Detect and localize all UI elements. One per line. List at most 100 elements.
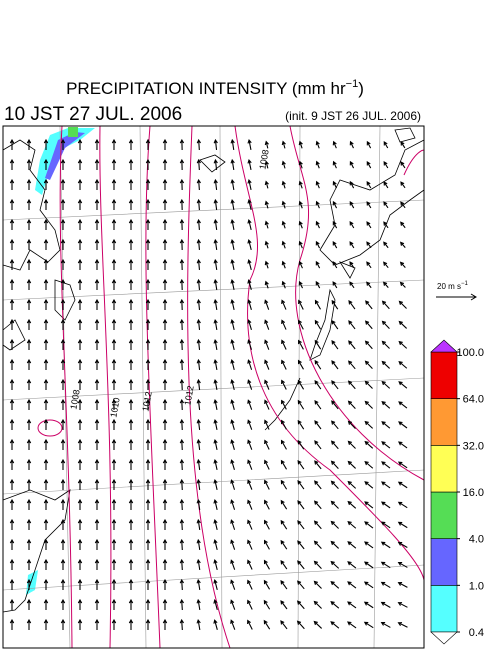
wind-arrow bbox=[364, 541, 374, 549]
wind-arrow bbox=[397, 561, 408, 568]
wind-arrow bbox=[145, 558, 151, 570]
wind-arrow bbox=[111, 258, 117, 270]
wind-arrow bbox=[247, 439, 253, 450]
wind-arrow bbox=[94, 278, 100, 290]
wind-arrow bbox=[77, 598, 83, 610]
wind-arrow bbox=[349, 140, 354, 149]
wind-arrow bbox=[145, 478, 151, 490]
wind-arrow bbox=[60, 498, 66, 510]
wind-arrow bbox=[313, 580, 322, 589]
wind-arrow bbox=[111, 398, 117, 410]
wind-arrow bbox=[230, 499, 236, 510]
wind-arrow bbox=[128, 298, 134, 310]
wind-arrow bbox=[280, 439, 287, 450]
wind-arrow bbox=[330, 500, 339, 509]
wind-arrow bbox=[26, 178, 32, 190]
wind-arrow bbox=[331, 380, 339, 390]
wind-arrow bbox=[264, 220, 269, 229]
wind-arrow bbox=[264, 280, 269, 289]
wind-arrow bbox=[43, 458, 49, 470]
wind-arrow bbox=[60, 158, 66, 170]
wind-arrow bbox=[247, 499, 253, 510]
wind-arrow bbox=[213, 278, 218, 291]
wind-arrow bbox=[382, 281, 389, 289]
wind-arrow bbox=[162, 478, 168, 490]
wind-arrow bbox=[364, 380, 373, 389]
wind-vectors bbox=[9, 138, 408, 631]
wind-arrow bbox=[313, 520, 322, 530]
wind-arrow bbox=[314, 359, 322, 370]
wind-arrow bbox=[196, 278, 201, 291]
wind-arrow bbox=[364, 481, 374, 489]
wind-arrow bbox=[162, 238, 168, 250]
wind-arrow bbox=[315, 200, 320, 209]
wind-arrow bbox=[196, 318, 201, 331]
colorbar-over bbox=[430, 339, 458, 353]
wind-arrow bbox=[94, 338, 100, 350]
wind-arrow bbox=[264, 339, 270, 350]
wind-arrow bbox=[145, 578, 151, 590]
wind-arrow bbox=[281, 299, 287, 310]
latitude-line bbox=[2, 279, 425, 495]
wind-arrow bbox=[162, 278, 168, 290]
wind-arrow bbox=[77, 558, 83, 570]
wind-arrow bbox=[43, 218, 49, 230]
wind-arrow bbox=[145, 498, 151, 510]
wind-arrow bbox=[213, 158, 218, 171]
wind-arrow bbox=[196, 378, 201, 391]
isobar-label: 1012 bbox=[182, 385, 195, 406]
wind-arrow bbox=[331, 420, 339, 430]
wind-arrow bbox=[43, 298, 49, 310]
wind-arrow bbox=[196, 578, 201, 591]
wind-arrow bbox=[128, 218, 134, 230]
wind-arrow bbox=[128, 378, 134, 390]
colorbar-under bbox=[430, 631, 458, 645]
wind-arrow bbox=[297, 399, 305, 410]
precip-area bbox=[35, 128, 95, 195]
wind-arrow bbox=[264, 499, 270, 510]
wind-arrow bbox=[332, 220, 338, 229]
precip-area bbox=[68, 127, 78, 137]
wind-arrow bbox=[162, 498, 168, 510]
wind-arrow bbox=[9, 558, 15, 570]
wind-arrow bbox=[213, 218, 218, 231]
wind-arrow bbox=[296, 620, 305, 630]
isobar-label: 1008 bbox=[68, 389, 81, 410]
wind-arrow bbox=[400, 141, 406, 149]
wind-arrow bbox=[314, 420, 322, 430]
wind-arrow bbox=[145, 518, 151, 530]
wind-arrow bbox=[26, 358, 32, 370]
wind-arrow bbox=[111, 558, 117, 570]
wind-arrow bbox=[230, 539, 236, 550]
wind-arrow bbox=[298, 240, 303, 249]
wind-arrow bbox=[162, 558, 168, 570]
wind-arrow bbox=[26, 278, 32, 290]
wind-arrow bbox=[397, 521, 408, 529]
wind-arrow bbox=[77, 538, 83, 550]
wind-arrow bbox=[331, 299, 339, 310]
wind-arrow bbox=[298, 319, 304, 330]
wind-arrow bbox=[43, 538, 49, 550]
wind-arrow bbox=[247, 158, 252, 171]
wind-arrow bbox=[380, 621, 391, 628]
map-frame bbox=[2, 125, 425, 649]
wind-arrow bbox=[313, 560, 322, 569]
wind-arrow bbox=[9, 438, 15, 450]
wind-arrow bbox=[111, 278, 117, 290]
wind-arrow bbox=[77, 158, 83, 170]
wind-arrow bbox=[128, 238, 134, 250]
graticule bbox=[2, 125, 425, 649]
wind-arrow bbox=[60, 298, 66, 310]
colorbar-label: 1.0 bbox=[469, 580, 484, 592]
wind-arrow bbox=[230, 579, 236, 590]
wind-arrow bbox=[383, 261, 389, 269]
wind-arrow bbox=[26, 158, 32, 170]
wind-arrow bbox=[263, 599, 271, 610]
wind-arrow bbox=[399, 281, 406, 288]
wind-arrow bbox=[94, 238, 100, 250]
wind-arrow bbox=[364, 340, 373, 350]
wind-arrow bbox=[247, 219, 252, 230]
wind-arrow bbox=[77, 398, 83, 410]
wind-arrow bbox=[128, 138, 134, 150]
